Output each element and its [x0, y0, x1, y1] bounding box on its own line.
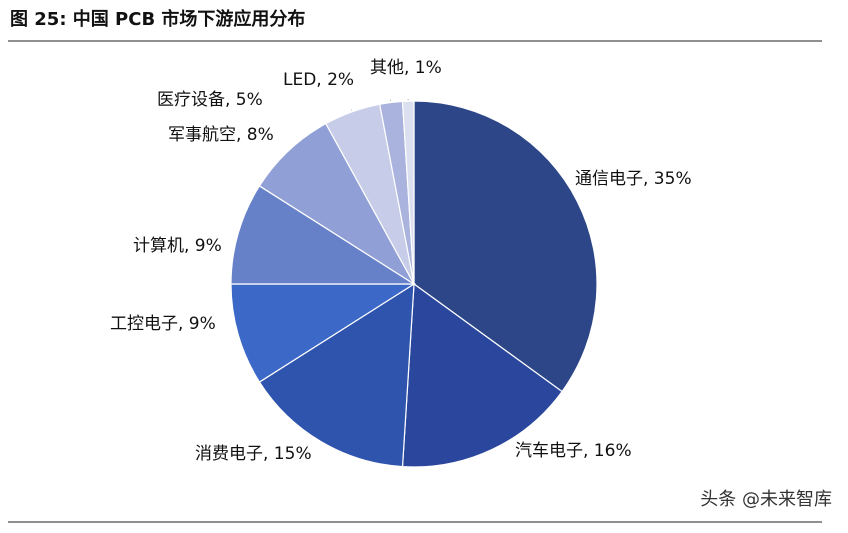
watermark: 头条 @未来智库: [700, 489, 832, 510]
data-label: 军事航空, 8%: [168, 125, 274, 145]
data-label: 医疗设备, 5%: [157, 90, 263, 110]
data-label: LED, 2%: [283, 70, 354, 90]
pie: [231, 101, 597, 467]
data-label: 通信电子, 35%: [575, 169, 692, 189]
data-label: 计算机, 9%: [133, 236, 222, 256]
data-label: 其他, 1%: [370, 58, 442, 78]
data-label: 消费电子, 15%: [195, 444, 312, 464]
data-label: 工控电子, 9%: [110, 314, 216, 334]
data-label: 汽车电子, 16%: [515, 441, 632, 461]
chart-title: 图 25: 中国 PCB 市场下游应用分布: [10, 8, 305, 30]
